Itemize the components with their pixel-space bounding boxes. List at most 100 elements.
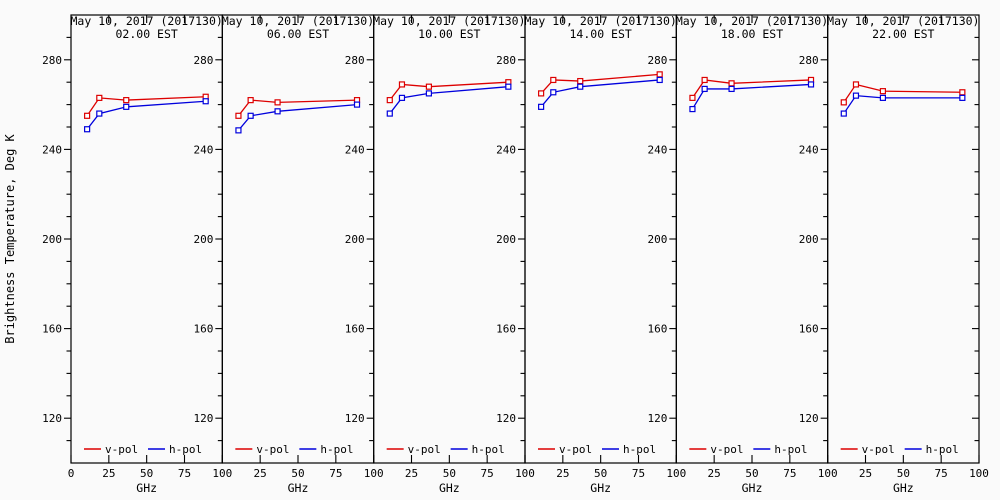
h-pol-marker [84,126,91,133]
x-tick-label: 50 [745,467,758,480]
xlabel-ghz: GHz [590,481,611,495]
h-pol-marker [235,127,242,134]
v-pol-marker [84,112,91,119]
h-pol-marker [550,89,557,96]
v-pol-marker [656,71,663,78]
legend-hpol-label: h-pol [320,443,353,456]
h-pol-line [86,100,206,130]
v-pol-marker [852,81,860,88]
xlabel-ghz: GHz [893,481,914,495]
y-tick-label: 160 [647,323,667,336]
panel-title-time: 02.00 EST [116,27,178,41]
h-pol-marker [840,110,847,117]
xlabel-ghz: GHz [439,481,460,495]
panel-title-time: 18.00 EST [721,27,783,41]
h-pol-marker [202,98,209,105]
y-tick-label: 240 [799,143,819,156]
y-tick-label: 120 [193,412,213,425]
v-pol-line [843,83,963,103]
legend-hpol-label: h-pol [774,443,807,456]
v-pol-marker [123,97,130,104]
v-pol-marker [425,83,433,90]
y-tick-label: 240 [647,143,667,156]
h-pol-marker [538,103,545,110]
h-pol-marker [123,103,130,110]
v-pol-line [237,99,358,117]
y-tick-label: 200 [496,233,516,246]
panel-box [827,14,980,464]
x-tick-label: 75 [935,467,948,480]
v-pol-marker [538,90,545,97]
v-pol-marker [577,77,584,85]
v-pol-marker [247,97,254,104]
x-tick-label: 0 [68,467,75,480]
x-tick-label: 25 [102,467,115,480]
y-tick-label: 280 [193,54,213,67]
x-tick-label: 25 [859,467,872,480]
panel-title-time: 06.00 EST [267,27,329,41]
legend-hpol-label: h-pol [623,443,656,456]
legend-vpol-label: v-pol [256,443,289,456]
v-pol-line [86,96,206,117]
y-tick-label: 160 [496,323,516,336]
x-tick-label: 100 [969,467,989,480]
h-pol-line [237,103,358,131]
y-tick-label: 280 [647,54,667,67]
xlabel-ghz: GHz [742,481,763,495]
x-tick-label: 100 [818,467,838,480]
h-pol-marker [959,94,966,101]
legend-hpol-label: h-pol [472,443,505,456]
x-tick-label: 50 [443,467,456,480]
y-tick-label: 200 [647,233,667,246]
h-pol-marker [96,110,103,117]
y-tick-label: 160 [345,323,365,336]
legend-hpol-label: h-pol [169,443,202,456]
y-tick-label: 280 [799,54,819,67]
h-pol-marker [247,112,254,119]
h-pol-marker [274,108,281,115]
y-tick-label: 200 [193,233,213,246]
h-pol-marker [689,105,696,113]
panel-title-time: 10.00 EST [418,27,480,41]
y-tick-label: 160 [799,323,819,336]
y-axis-title: Brightness Temperature, Deg K [3,133,17,343]
xlabel-ghz: GHz [136,481,157,495]
v-pol-marker [959,89,966,96]
v-pol-line [691,79,812,99]
y-tick-label: 200 [799,233,819,246]
y-tick-label: 120 [799,412,819,425]
y-tick-label: 120 [345,412,365,425]
x-tick-label: 25 [254,467,267,480]
legend-vpol-label: v-pol [559,443,592,456]
legend-vpol-label: v-pol [105,443,138,456]
x-tick-label: 25 [708,467,721,480]
h-pol-marker [728,85,735,93]
h-pol-marker [398,94,406,101]
h-pol-line [691,83,812,110]
x-tick-label: 75 [481,467,494,480]
x-tick-label: 75 [329,467,342,480]
x-tick-label: 50 [140,467,153,480]
h-pol-line [540,79,660,108]
y-tick-label: 200 [345,233,365,246]
h-pol-marker [879,94,887,101]
h-pol-line [843,94,963,114]
h-pol-marker [852,92,860,99]
h-pol-marker [577,83,584,90]
x-tick-label: 100 [666,467,686,480]
h-pol-marker [807,81,815,88]
y-tick-label: 240 [193,143,213,156]
y-tick-label: 280 [345,54,365,67]
y-tick-label: 240 [345,143,365,156]
legend-vpol-label: v-pol [862,443,895,456]
y-tick-label: 160 [193,323,213,336]
v-pol-marker [96,94,103,101]
y-tick-label: 120 [42,412,62,425]
x-tick-label: 25 [556,467,569,480]
h-pol-marker [505,83,512,90]
v-pol-line [389,81,509,101]
v-pol-marker [274,99,281,106]
x-tick-label: 100 [364,467,384,480]
